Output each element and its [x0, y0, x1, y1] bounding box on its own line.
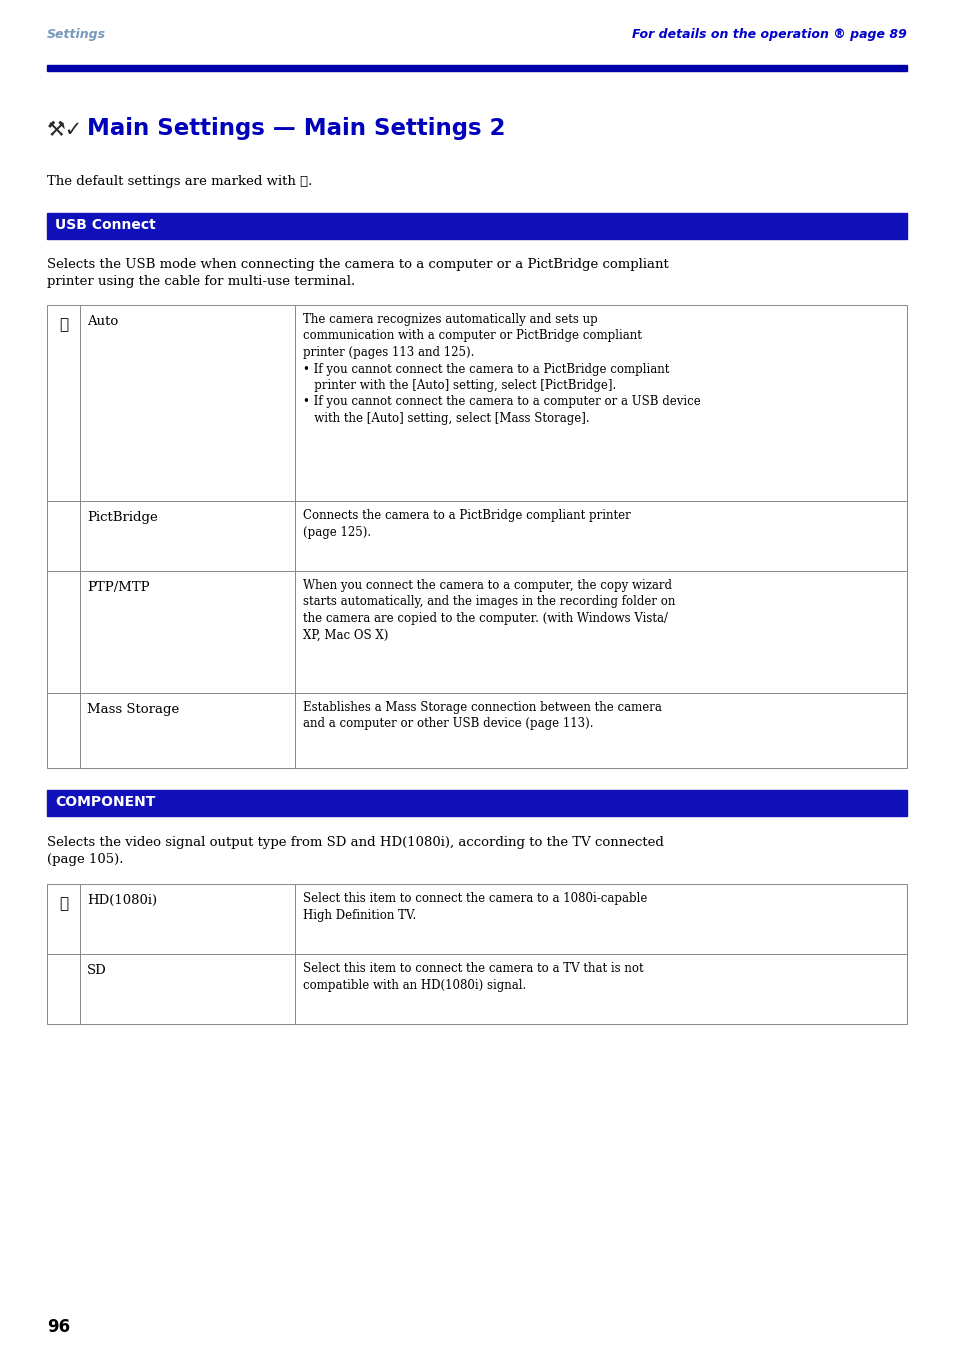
Text: SD: SD: [87, 963, 107, 977]
Text: Select this item to connect the camera to a TV that is not
compatible with an HD: Select this item to connect the camera t…: [303, 962, 643, 992]
Bar: [47, 954, 906, 1025]
Bar: [47, 65, 906, 71]
Bar: [47, 213, 906, 239]
Text: Auto: Auto: [87, 315, 118, 328]
Text: HD(1080i): HD(1080i): [87, 894, 157, 906]
Bar: [47, 501, 906, 571]
Text: Main Settings — Main Settings 2: Main Settings — Main Settings 2: [87, 117, 505, 140]
Text: Establishes a Mass Storage connection between the camera
and a computer or other: Establishes a Mass Storage connection be…: [303, 702, 661, 730]
Text: Selects the video signal output type from SD and HD(1080i), according to the TV : Selects the video signal output type fro…: [47, 836, 663, 866]
Bar: [47, 571, 906, 693]
Text: Settings: Settings: [47, 28, 106, 41]
Text: USB Connect: USB Connect: [55, 218, 155, 232]
Text: ✓: ✓: [59, 897, 68, 911]
Bar: [47, 305, 906, 501]
Text: ✓: ✓: [59, 318, 68, 332]
Text: ⚒✓: ⚒✓: [47, 119, 83, 140]
Bar: [47, 790, 906, 816]
Text: For details on the operation ® page 89: For details on the operation ® page 89: [632, 28, 906, 41]
Text: Select this item to connect the camera to a 1080i-capable
High Definition TV.: Select this item to connect the camera t…: [303, 892, 647, 921]
Text: PictBridge: PictBridge: [87, 512, 157, 524]
Text: PTP/MTP: PTP/MTP: [87, 581, 150, 594]
Text: 96: 96: [47, 1318, 71, 1337]
Text: The default settings are marked with ✓.: The default settings are marked with ✓.: [47, 175, 312, 189]
Text: Selects the USB mode when connecting the camera to a computer or a PictBridge co: Selects the USB mode when connecting the…: [47, 258, 668, 288]
Text: Connects the camera to a PictBridge compliant printer
(page 125).: Connects the camera to a PictBridge comp…: [303, 509, 630, 539]
Bar: [47, 693, 906, 768]
Bar: [47, 883, 906, 954]
Text: When you connect the camera to a computer, the copy wizard
starts automatically,: When you connect the camera to a compute…: [303, 579, 675, 642]
Text: Mass Storage: Mass Storage: [87, 703, 179, 716]
Text: COMPONENT: COMPONENT: [55, 795, 155, 809]
Text: The camera recognizes automatically and sets up
communication with a computer or: The camera recognizes automatically and …: [303, 313, 700, 425]
